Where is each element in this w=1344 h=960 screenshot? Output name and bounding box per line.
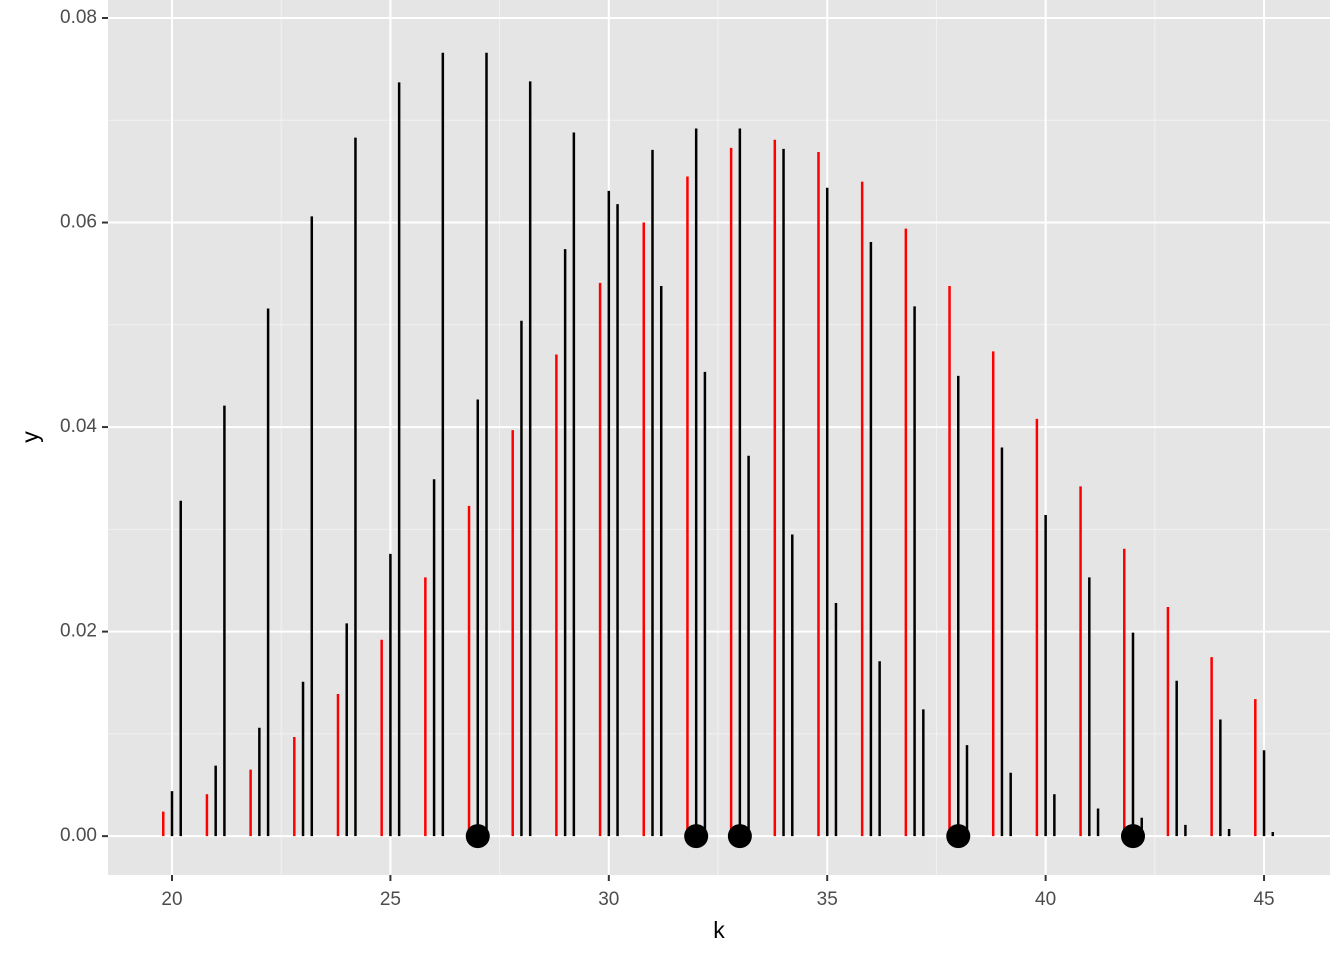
y-tick-label: 0.08	[60, 7, 97, 28]
y-tick-label: 0.02	[60, 621, 97, 642]
y-axis-title: y	[17, 431, 43, 443]
y-tick-label: 0.04	[60, 416, 97, 437]
y-tick-label: 0.06	[60, 212, 97, 233]
point	[465, 824, 490, 849]
x-tick-label: 20	[161, 889, 182, 910]
point	[727, 824, 752, 849]
y-tick-label: 0.00	[60, 825, 97, 846]
x-tick-label: 35	[817, 889, 838, 910]
point	[1120, 824, 1145, 849]
x-tick-label: 40	[1035, 889, 1056, 910]
x-tick-label: 30	[598, 889, 619, 910]
plot-panel	[108, 0, 1330, 875]
marks	[162, 52, 1275, 849]
x-axis-title: k	[713, 917, 725, 943]
point	[684, 824, 709, 849]
x-tick-label: 25	[380, 889, 401, 910]
x-tick-label: 45	[1253, 889, 1274, 910]
point	[946, 824, 971, 849]
